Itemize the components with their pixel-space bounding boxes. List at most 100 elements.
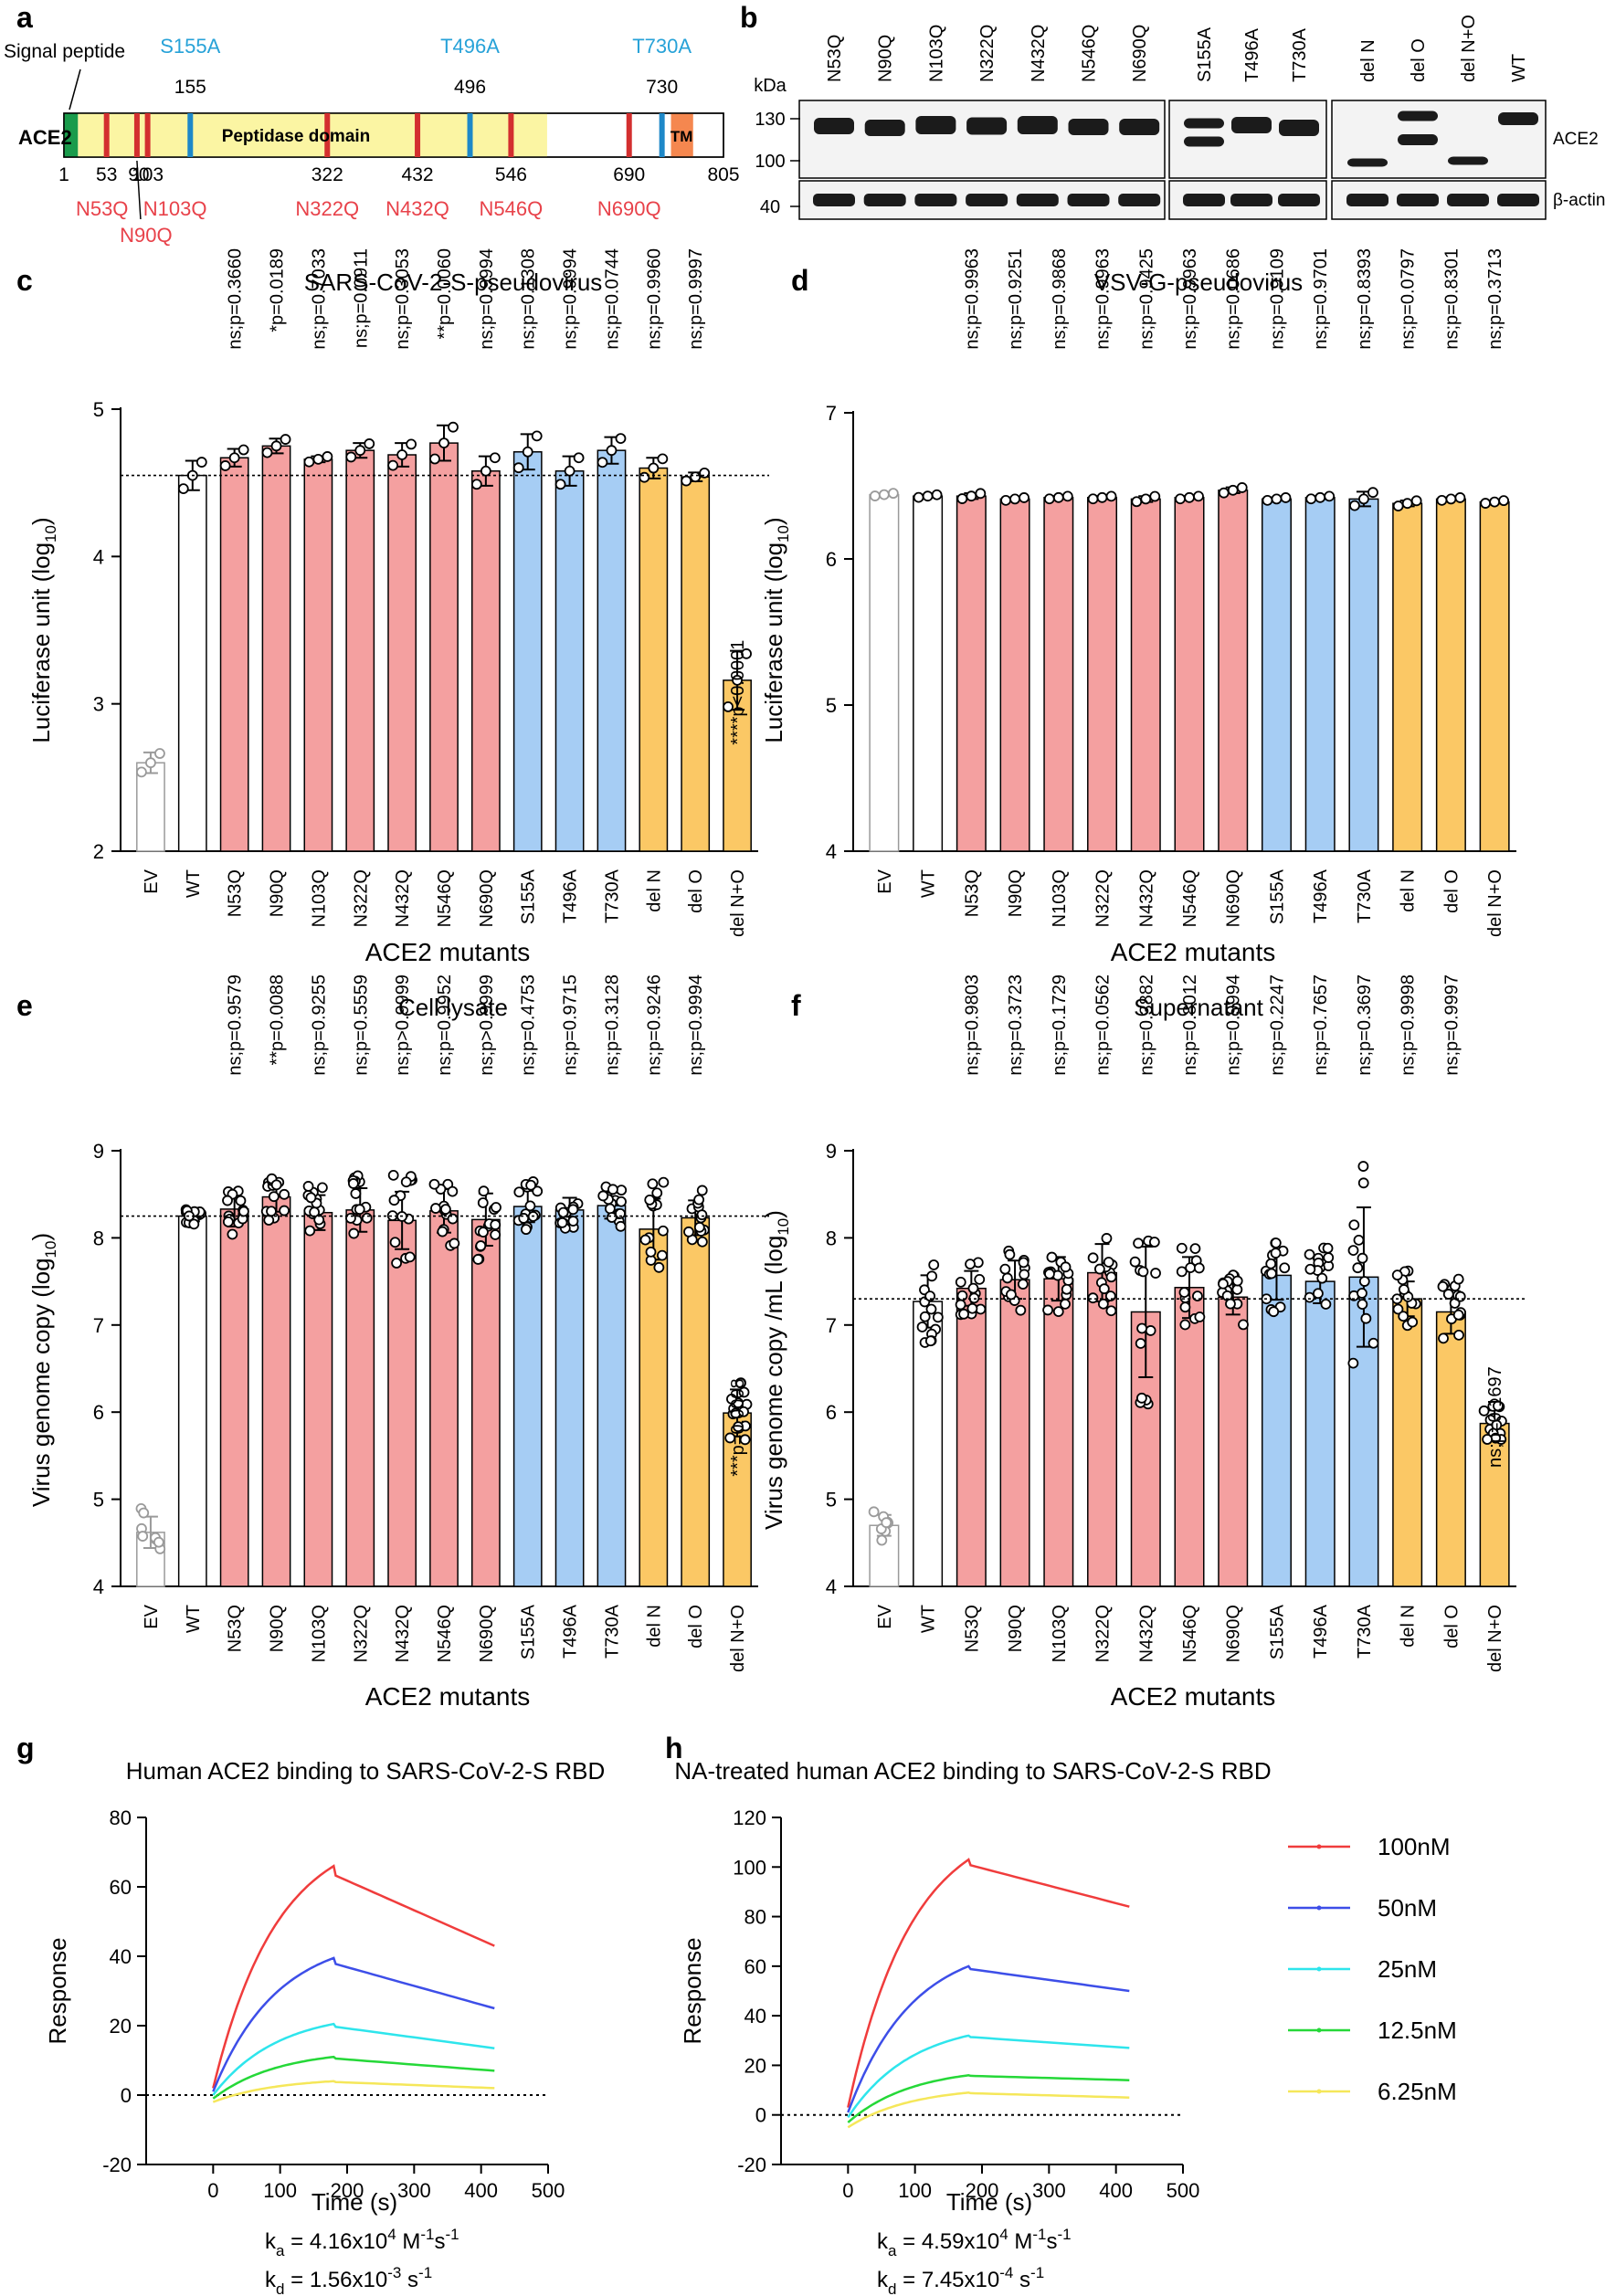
data-point <box>303 456 315 468</box>
p-value-label: ns;p=0.9997 <box>1441 974 1462 1076</box>
data-point <box>1316 1272 1328 1284</box>
panel-letter-c: c <box>16 264 33 297</box>
actin-band <box>863 194 906 206</box>
x-tick-label: N322Q <box>351 869 371 927</box>
data-point <box>388 1195 400 1206</box>
data-point <box>1145 1325 1156 1336</box>
x-tick-label: N103Q <box>1050 869 1070 927</box>
data-point <box>928 1259 940 1270</box>
data-point <box>1358 1276 1370 1287</box>
data-point <box>999 1263 1011 1275</box>
data-point <box>389 1237 401 1248</box>
p-value-label: ns;p=0.9715 <box>561 974 581 1076</box>
y-tick-label: 6 <box>826 1401 837 1424</box>
p-value-label: *p=0.0189 <box>268 248 288 332</box>
y-tick-label: 4 <box>826 840 837 863</box>
p-value-label: ns;p=0.9109 <box>1267 248 1287 350</box>
data-point <box>449 1238 460 1249</box>
data-point <box>554 479 566 490</box>
data-point <box>1098 1283 1110 1295</box>
data-point <box>1322 1242 1334 1254</box>
n-glycosite-N103Q <box>144 113 151 157</box>
data-point <box>1136 1322 1147 1334</box>
x-tick-label: del O <box>1441 1605 1462 1648</box>
bar-EV <box>136 762 165 852</box>
y-axis-label: Luciferase unit (log10) <box>760 517 792 743</box>
o-glycosite-S155A <box>187 113 194 157</box>
x-tick-label: N690Q <box>477 1605 497 1662</box>
bar-del N <box>639 467 669 852</box>
data-point <box>1304 1291 1315 1303</box>
data-point <box>1436 494 1448 506</box>
n-glycosite-N432Q <box>415 113 421 157</box>
x-tick-label: S155A <box>519 869 539 924</box>
p-value-label: ns;p=0.1697 <box>1485 1366 1505 1468</box>
x-tick-label: T730A <box>602 1604 622 1659</box>
curve-100nM <box>847 1858 1130 2108</box>
legend-label: 25nM <box>1378 1955 1437 1983</box>
data-point <box>1043 493 1055 505</box>
data-point <box>567 1204 579 1216</box>
data-point <box>1019 1269 1030 1280</box>
blot-lane-label: N690Q <box>1130 25 1150 82</box>
residue-position: 53 <box>96 164 117 185</box>
data-point <box>1087 1252 1099 1264</box>
bar-T496A <box>1304 497 1336 852</box>
x-tick-label: del N <box>1399 1605 1419 1648</box>
data-point <box>1150 1268 1161 1279</box>
signal-peptide-label: Signal peptide <box>4 41 125 62</box>
x-tick-label: EV <box>875 1604 895 1628</box>
x-tick-label: N103Q <box>309 1605 329 1662</box>
p-value-label: ns;p=0.9963 <box>1093 248 1114 350</box>
blot-lane-label: N90Q <box>876 35 896 82</box>
data-point <box>1270 1238 1282 1248</box>
data-point <box>263 1215 275 1226</box>
data-point <box>1482 1434 1494 1445</box>
y-tick-label: -20 <box>102 2154 132 2176</box>
kda-mark: 40 <box>760 197 780 217</box>
actin-band <box>1067 194 1110 206</box>
y-tick-label: 80 <box>110 1806 132 1829</box>
x-tick-label: N546Q <box>435 1605 455 1662</box>
data-point <box>472 1254 484 1265</box>
data-point <box>881 1517 892 1529</box>
bar-N432Q <box>387 1219 417 1587</box>
x-tick-label: 300 <box>397 2179 431 2202</box>
data-point <box>361 1212 373 1224</box>
data-point <box>270 440 282 452</box>
y-tick-label: 120 <box>733 1806 766 1829</box>
data-point <box>1018 1257 1030 1269</box>
signal-peptide-segment <box>64 113 79 157</box>
blot-lane-label: N432Q <box>1029 25 1049 82</box>
x-tick-label: 500 <box>532 2179 565 2202</box>
x-tick-label: T496A <box>561 1604 581 1659</box>
panel-d: d VSV-G-pseudovirus 4 5 6 7 Luciferase unit (l… <box>760 248 1516 966</box>
y-tick-label: 5 <box>826 694 837 717</box>
data-point <box>1391 1269 1403 1281</box>
panel-letter-a: a <box>16 1 33 34</box>
data-point <box>188 1218 200 1230</box>
o-site-label: T496A <box>440 35 500 58</box>
data-point <box>1357 1299 1368 1311</box>
data-point <box>1052 491 1064 503</box>
data-point <box>280 434 291 445</box>
x-tick-label: 0 <box>842 2179 853 2202</box>
data-point <box>1061 1283 1072 1295</box>
protein-label: ACE2 <box>18 126 72 149</box>
data-point <box>430 1203 441 1214</box>
panel-f: f Supernatant 4 5 6 7 8 9 Virus genome copy /mL … <box>760 974 1527 1711</box>
data-point <box>1442 1289 1454 1300</box>
data-point <box>724 1432 736 1444</box>
bar-N103Q <box>1043 497 1074 852</box>
actin-band <box>966 194 1008 206</box>
x-tick-label: del N <box>644 869 664 912</box>
data-point <box>1347 1245 1359 1256</box>
legend-label: 6.25nM <box>1378 2078 1457 2105</box>
y-tick-label: 7 <box>826 402 837 425</box>
data-point <box>597 1190 609 1202</box>
data-point <box>153 1536 164 1548</box>
x-tick-label: del O <box>686 869 706 913</box>
y-tick-label: 6 <box>826 548 837 571</box>
data-point <box>1129 1256 1141 1268</box>
data-point <box>1189 1243 1201 1255</box>
